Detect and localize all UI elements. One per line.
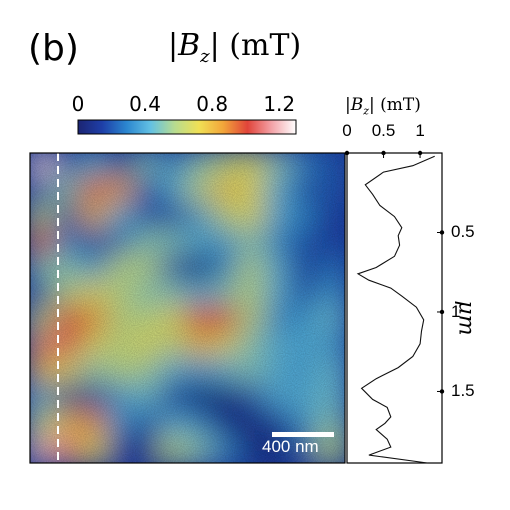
- profile-x-tick-label: 0.5: [371, 121, 396, 140]
- profile-y-tick-label: 1.5: [451, 381, 475, 401]
- line-profile: [344, 150, 445, 464]
- colorbar-title-sub: z: [200, 46, 210, 67]
- profile-title-sub: z: [363, 104, 370, 118]
- profile-y-tick-mark: [439, 389, 445, 394]
- colorbar-tick-label: 0: [71, 92, 85, 116]
- heatmap-frame: [29, 152, 346, 464]
- profile-ticks: [344, 150, 445, 394]
- profile-title-unit: (mT): [380, 95, 421, 115]
- profile-y-tick-label: 0.5: [451, 222, 475, 242]
- colorbar-title: |Bz| (mT): [168, 28, 302, 67]
- colorbar-title-unit: (mT): [229, 28, 302, 63]
- colorbar-tick-label: 0.8: [196, 92, 229, 116]
- profile-y-tick-mark: [439, 230, 445, 235]
- profile-x-tick-label: 1: [415, 121, 425, 140]
- profile-y-tick-label: 1: [451, 301, 461, 321]
- profile-y-tick-mark: [439, 309, 445, 315]
- profile-title-symbol: B: [350, 95, 364, 115]
- colorbar-tick-label: 0.4: [129, 92, 161, 116]
- heatmap: [30, 153, 345, 463]
- profile-series-line: [356, 155, 435, 464]
- profile-frame: [346, 152, 443, 464]
- scale-bar: [272, 432, 334, 437]
- profile-x-tick-mark: [417, 150, 423, 156]
- colorbar-title-symbol: B: [178, 28, 201, 63]
- profile-x-tick-mark: [344, 150, 350, 156]
- scale-bar-label: 400 nm: [262, 437, 319, 456]
- heatmap-noise: [30, 153, 345, 463]
- profile-x-tick-mark: [381, 150, 386, 156]
- profile-title: |Bz| (mT): [345, 95, 421, 118]
- profile-x-tick-label: 0: [342, 121, 352, 140]
- colorbar-tick-label: 1.2: [263, 92, 296, 116]
- panel-label: (b): [28, 28, 79, 69]
- colorbar: [77, 119, 297, 135]
